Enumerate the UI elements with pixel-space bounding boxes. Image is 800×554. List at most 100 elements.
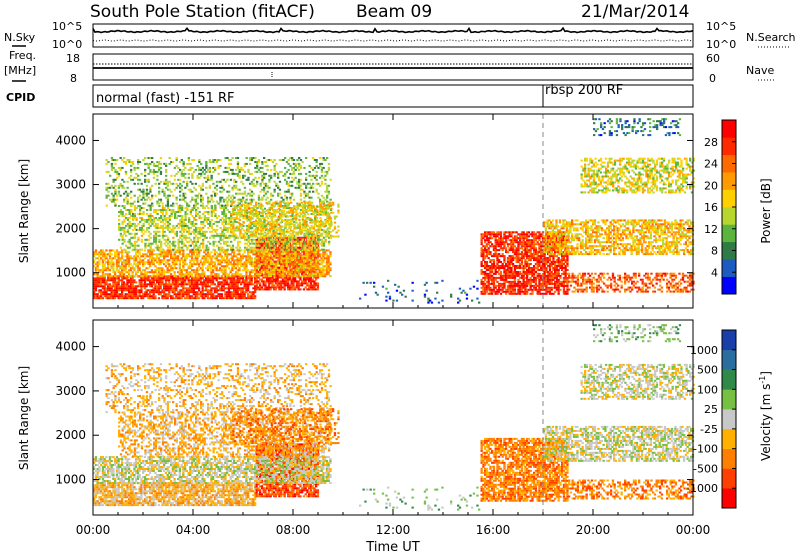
power-cell bbox=[210, 230, 213, 233]
power-cell bbox=[245, 269, 248, 272]
power-cell bbox=[313, 251, 316, 254]
power-cell bbox=[224, 170, 227, 173]
power-cell bbox=[247, 240, 250, 243]
power-cell bbox=[118, 228, 121, 231]
power-cell bbox=[245, 291, 248, 294]
power-cell bbox=[175, 211, 178, 213]
power-cell bbox=[292, 254, 295, 257]
power-cell bbox=[200, 220, 203, 223]
power-cell bbox=[187, 255, 190, 258]
power-cell bbox=[269, 280, 272, 283]
power-cell bbox=[287, 286, 290, 289]
power-cell bbox=[177, 240, 180, 243]
power-cell bbox=[194, 273, 197, 276]
power-cell bbox=[117, 192, 121, 195]
power-cell bbox=[195, 211, 198, 213]
power-cell bbox=[240, 277, 243, 280]
power-cell bbox=[189, 200, 192, 203]
power-cell bbox=[165, 168, 168, 171]
power-cell bbox=[252, 198, 255, 201]
power-cell bbox=[100, 279, 103, 282]
power-cell bbox=[149, 257, 152, 260]
power-cell bbox=[94, 293, 98, 296]
power-cell bbox=[194, 279, 197, 282]
power-cell bbox=[303, 246, 306, 249]
power-cell bbox=[206, 293, 210, 296]
power-cell bbox=[160, 240, 163, 243]
power-cell bbox=[252, 248, 256, 251]
power-cell bbox=[261, 246, 264, 249]
power-cell bbox=[126, 263, 129, 266]
power-cell bbox=[180, 170, 183, 173]
power-cell bbox=[170, 204, 173, 207]
power-cell bbox=[110, 285, 113, 288]
power-cell bbox=[215, 255, 218, 258]
power-cell bbox=[154, 222, 158, 225]
power-cell bbox=[261, 166, 264, 169]
power-cell bbox=[299, 278, 302, 281]
power-cell bbox=[124, 190, 128, 193]
power-cell bbox=[224, 236, 228, 239]
power-cell bbox=[173, 166, 176, 169]
power-cell bbox=[108, 297, 112, 300]
power-cell bbox=[128, 281, 131, 284]
power-cell bbox=[260, 272, 264, 275]
power-cell bbox=[273, 172, 276, 175]
power-cell bbox=[173, 297, 176, 300]
power-cell bbox=[308, 286, 311, 289]
power-cell bbox=[193, 232, 196, 235]
power-cell bbox=[290, 257, 294, 260]
power-cell bbox=[122, 281, 126, 284]
power-cell bbox=[115, 249, 119, 252]
power-cell bbox=[100, 269, 103, 272]
power-cell bbox=[154, 211, 158, 213]
power-cell bbox=[313, 256, 316, 259]
power-cell bbox=[161, 213, 164, 215]
power-cell bbox=[144, 244, 147, 247]
power-cell bbox=[182, 161, 185, 163]
power-cell bbox=[224, 242, 228, 245]
power-cell bbox=[194, 295, 197, 298]
power-cell bbox=[258, 224, 261, 227]
power-cell bbox=[215, 259, 218, 262]
power-cell bbox=[203, 263, 206, 266]
power-cell bbox=[274, 274, 278, 277]
power-cell bbox=[252, 269, 255, 272]
power-cell bbox=[149, 291, 152, 294]
power-cell bbox=[192, 281, 195, 284]
power-cell bbox=[245, 178, 248, 181]
power-cell bbox=[245, 242, 249, 245]
power-cell bbox=[151, 161, 154, 163]
power-cell bbox=[135, 228, 138, 231]
power-cell bbox=[123, 180, 126, 183]
power-cell bbox=[213, 277, 217, 280]
power-cell bbox=[276, 261, 280, 264]
power-cell bbox=[93, 287, 96, 290]
power-cell bbox=[100, 249, 103, 252]
power-cell bbox=[248, 261, 252, 264]
power-cell bbox=[187, 283, 190, 286]
power-cell bbox=[278, 159, 282, 161]
power-cell bbox=[171, 287, 174, 290]
power-cell bbox=[231, 234, 235, 237]
power-cell bbox=[172, 224, 175, 227]
power-cell bbox=[139, 228, 142, 231]
power-cell bbox=[112, 263, 115, 266]
power-cell bbox=[302, 250, 306, 253]
power-cell bbox=[136, 249, 140, 252]
power-cell bbox=[238, 257, 241, 260]
freq-tick-low: 8 bbox=[70, 72, 77, 85]
power-cell bbox=[273, 271, 276, 274]
power-cell bbox=[315, 261, 318, 264]
power-cell bbox=[180, 257, 183, 260]
power-cell bbox=[247, 295, 250, 298]
power-cell bbox=[177, 255, 180, 258]
power-cell bbox=[276, 249, 280, 252]
power-cell bbox=[124, 289, 127, 292]
power-cell bbox=[94, 253, 98, 256]
power-cell bbox=[257, 246, 260, 249]
power-cell bbox=[193, 228, 196, 231]
power-cell bbox=[126, 194, 129, 197]
freq-unit: [MHz] bbox=[4, 64, 36, 77]
power-cell bbox=[286, 246, 289, 249]
